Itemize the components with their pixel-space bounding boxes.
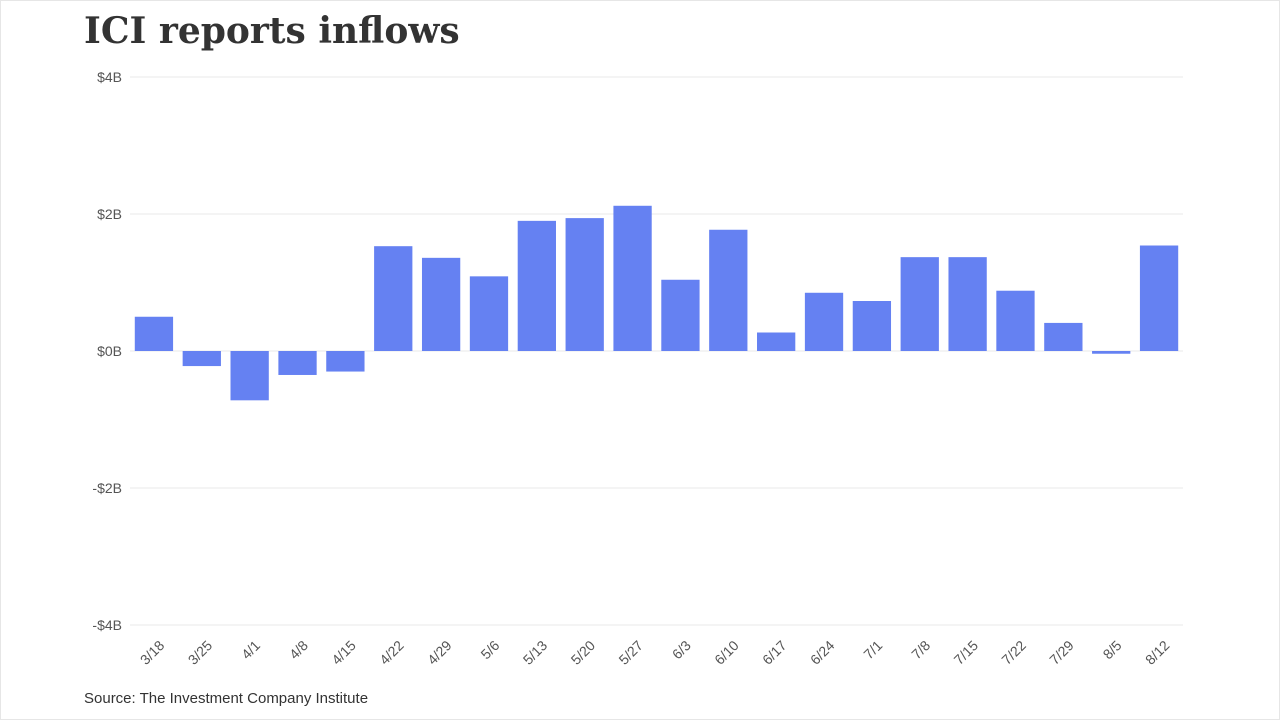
x-tick-label: 6/10	[711, 637, 742, 668]
x-tick-label: 5/27	[615, 637, 646, 668]
y-tick-label: $2B	[97, 206, 122, 222]
y-axis-ticks: $4B $2B $0B -$2B -$4B	[92, 69, 122, 633]
bar	[1044, 322, 1083, 351]
x-axis-ticks: 3/18 3/25 4/1 4/8 4/15 4/22 4/29 5/6 5/13 5/20 5/2…	[137, 637, 1173, 668]
bar	[996, 290, 1035, 351]
y-tick-label: $4B	[97, 69, 122, 85]
x-tick-label: 7/8	[908, 637, 933, 662]
x-tick-label: 3/25	[185, 637, 216, 668]
bar	[709, 229, 748, 351]
x-tick-label: 7/1	[860, 637, 885, 662]
x-tick-label: 7/29	[1046, 637, 1077, 668]
x-tick-label: 4/29	[424, 637, 455, 668]
bar	[900, 257, 939, 351]
bar	[134, 316, 174, 351]
bars	[134, 205, 1179, 401]
bar	[804, 292, 844, 351]
y-tick-label: -$4B	[92, 617, 122, 633]
y-tick-label: -$2B	[92, 480, 122, 496]
y-tick-label: $0B	[97, 343, 122, 359]
x-tick-label: 4/1	[238, 637, 263, 662]
bar	[230, 351, 269, 401]
bar	[421, 257, 461, 351]
bar	[613, 205, 652, 351]
x-tick-label: 5/13	[520, 637, 551, 668]
bar	[517, 220, 556, 351]
bar	[469, 276, 509, 351]
x-tick-label: 6/3	[669, 637, 694, 662]
x-tick-label: 6/24	[807, 637, 838, 668]
x-tick-label: 6/17	[759, 637, 790, 668]
bar	[182, 351, 221, 367]
bar	[326, 351, 365, 372]
x-tick-label: 4/8	[286, 637, 311, 662]
x-tick-label: 7/22	[998, 637, 1029, 668]
x-tick-label: 4/22	[376, 637, 407, 668]
bar	[278, 351, 317, 375]
bar	[1139, 245, 1179, 351]
chart-title: ICI reports inflows	[84, 10, 460, 52]
source-note: Source: The Investment Company Institute	[84, 690, 369, 707]
bar	[852, 301, 892, 351]
bar	[374, 246, 413, 351]
x-tick-label: 3/18	[137, 637, 168, 668]
x-tick-label: 4/15	[328, 637, 359, 668]
bar	[661, 279, 700, 351]
x-tick-label: 8/12	[1142, 637, 1173, 668]
bar	[1092, 351, 1131, 354]
x-tick-label: 8/5	[1100, 637, 1125, 662]
x-tick-label: 7/15	[951, 637, 982, 668]
x-tick-label: 5/6	[477, 637, 502, 662]
bar	[565, 218, 604, 351]
bar	[948, 257, 987, 351]
bar	[757, 332, 796, 351]
x-tick-label: 5/20	[568, 637, 599, 668]
